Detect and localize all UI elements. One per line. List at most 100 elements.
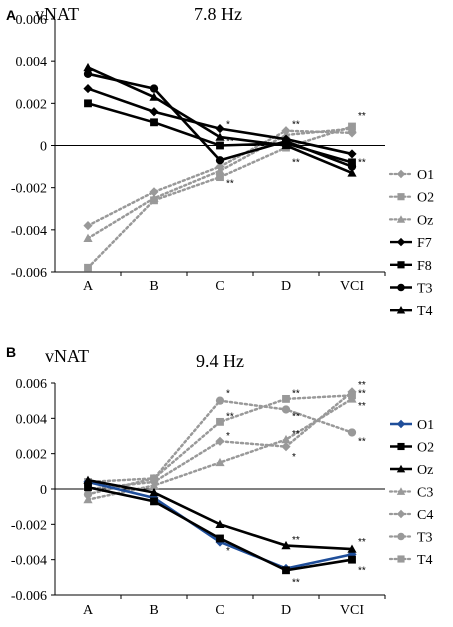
legend-marker (396, 306, 406, 314)
series-oz (83, 124, 357, 242)
series-t4 (83, 62, 357, 177)
data-point (150, 474, 158, 483)
x-tick-label: C (215, 603, 224, 618)
significance-marker: ** (358, 565, 366, 576)
y-tick-label: 0.002 (16, 448, 48, 463)
significance-marker: ** (292, 389, 300, 400)
legend-label: F7 (417, 236, 432, 251)
legend-marker (397, 261, 405, 269)
series-o2 (84, 483, 356, 575)
legend-item: T3 (390, 282, 433, 297)
data-point (215, 436, 225, 446)
legend-marker (397, 193, 405, 201)
legend-item: T3 (388, 531, 433, 546)
data-point (83, 475, 93, 484)
significance-marker: ** (292, 429, 300, 440)
y-tick-label: -0.004 (11, 554, 47, 569)
legend-label: C3 (417, 486, 433, 501)
y-axis-label: vNAT (35, 4, 79, 24)
series-oz (83, 475, 357, 553)
data-point (348, 555, 356, 564)
significance-marker: ** (358, 111, 366, 122)
data-point (150, 497, 158, 506)
legend-label: C4 (417, 508, 433, 523)
data-point (149, 84, 159, 93)
y-axis-label: vNAT (45, 346, 89, 366)
data-point (84, 99, 92, 108)
data-point (215, 396, 225, 405)
legend-item: C3 (388, 486, 433, 501)
data-point (150, 118, 158, 127)
legend-label: O2 (417, 191, 434, 206)
legend-item: C4 (388, 508, 433, 523)
legend-marker (397, 442, 405, 451)
x-tick-label: B (149, 603, 158, 618)
y-tick-label: 0.006 (16, 377, 48, 392)
significance-marker: ** (292, 578, 300, 589)
significance-marker: * (292, 452, 296, 463)
data-point (83, 233, 93, 242)
y-tick-label: -0.002 (11, 182, 47, 197)
y-tick-label: -0.002 (11, 518, 47, 533)
chart-title: 9.4 Hz (196, 351, 244, 371)
y-tick-label: 0.004 (16, 412, 48, 427)
significance-marker: * (226, 431, 230, 442)
data-point (216, 173, 224, 182)
legend: O1 O2 Oz C3 C4 T3 T4 (388, 418, 434, 568)
legend-item: Oz (388, 213, 433, 228)
data-point (149, 92, 159, 101)
significance-marker: ** (226, 136, 234, 147)
data-point (83, 62, 93, 72)
data-point (281, 442, 291, 452)
y-tick-label: -0.006 (11, 266, 47, 281)
x-tick-label: A (83, 603, 94, 618)
data-point (83, 490, 93, 499)
legend-label: T3 (417, 282, 433, 297)
legend-marker (396, 237, 406, 247)
legend-label: Oz (417, 213, 433, 228)
chart-title: 7.8 Hz (194, 4, 242, 24)
data-point (348, 391, 356, 400)
legend-item: O1 (390, 418, 434, 433)
legend-marker (397, 555, 405, 563)
data-point (347, 428, 357, 437)
significance-marker: ** (358, 157, 366, 168)
significance-marker: * (226, 119, 230, 130)
data-point (215, 166, 225, 175)
panel-letter: B (6, 344, 16, 360)
legend-marker (396, 509, 406, 519)
data-point (83, 69, 93, 78)
significance-marker: * (226, 546, 230, 557)
legend-item: T4 (388, 553, 433, 568)
significance-marker: ** (292, 119, 300, 130)
data-point (347, 149, 357, 159)
data-point (216, 534, 224, 543)
y-tick-label: -0.006 (11, 589, 47, 604)
x-tick-label: D (281, 279, 291, 294)
data-point (281, 434, 291, 444)
data-point (282, 394, 290, 403)
series-line (86, 127, 354, 240)
x-tick-label: C (215, 279, 224, 294)
data-point (282, 566, 290, 575)
data-point (348, 158, 356, 167)
significance-marker: ** (226, 178, 234, 189)
y-tick-label: 0.006 (16, 13, 48, 28)
y-tick-label: -0.004 (11, 224, 47, 239)
series-t3 (83, 396, 357, 499)
significance-marker: ** (358, 380, 366, 391)
significance-marker: ** (358, 401, 366, 412)
legend-item: F7 (390, 236, 432, 251)
data-point (149, 193, 159, 202)
data-point (215, 156, 225, 165)
legend-marker (396, 464, 406, 473)
data-point (347, 168, 357, 177)
data-point (215, 457, 225, 467)
data-point (149, 107, 159, 117)
significance-marker: ** (358, 389, 366, 400)
data-point (216, 417, 224, 426)
data-point (84, 483, 92, 492)
y-tick-label: 0.004 (16, 55, 48, 70)
legend-marker (397, 532, 405, 541)
